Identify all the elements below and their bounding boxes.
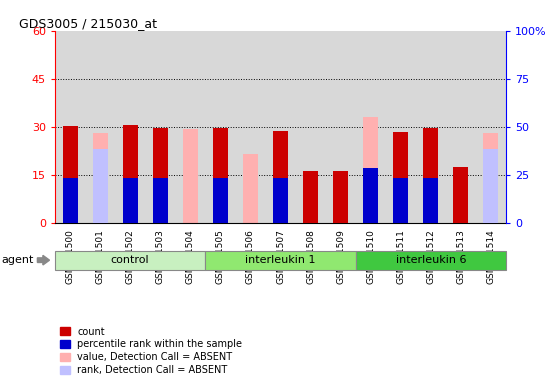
Bar bbox=[213, 127, 228, 223]
Bar bbox=[393, 132, 408, 223]
Bar bbox=[123, 125, 138, 223]
Bar bbox=[92, 133, 108, 223]
Bar bbox=[393, 178, 408, 223]
Text: interleukin 1: interleukin 1 bbox=[245, 255, 316, 265]
Bar bbox=[483, 133, 498, 223]
Bar bbox=[363, 168, 378, 223]
Bar bbox=[483, 149, 498, 223]
Bar bbox=[92, 149, 108, 223]
Bar bbox=[153, 127, 168, 223]
FancyBboxPatch shape bbox=[55, 251, 205, 270]
Bar bbox=[273, 131, 288, 223]
Bar bbox=[63, 126, 78, 223]
Bar bbox=[363, 117, 378, 223]
Bar bbox=[153, 178, 168, 223]
FancyBboxPatch shape bbox=[205, 251, 356, 270]
Text: agent: agent bbox=[1, 255, 34, 265]
Text: control: control bbox=[111, 255, 150, 265]
Bar bbox=[303, 170, 318, 223]
Bar bbox=[243, 154, 258, 223]
Legend: count, percentile rank within the sample, value, Detection Call = ABSENT, rank, : count, percentile rank within the sample… bbox=[60, 326, 243, 375]
Bar bbox=[63, 178, 78, 223]
Text: GDS3005 / 215030_at: GDS3005 / 215030_at bbox=[19, 17, 157, 30]
Bar bbox=[183, 129, 198, 223]
Bar bbox=[213, 178, 228, 223]
Bar bbox=[333, 171, 348, 223]
Bar bbox=[123, 178, 138, 223]
FancyBboxPatch shape bbox=[356, 251, 506, 270]
Text: interleukin 6: interleukin 6 bbox=[395, 255, 466, 265]
Bar bbox=[273, 178, 288, 223]
Bar bbox=[453, 167, 469, 223]
Bar bbox=[424, 128, 438, 223]
Bar bbox=[424, 178, 438, 223]
